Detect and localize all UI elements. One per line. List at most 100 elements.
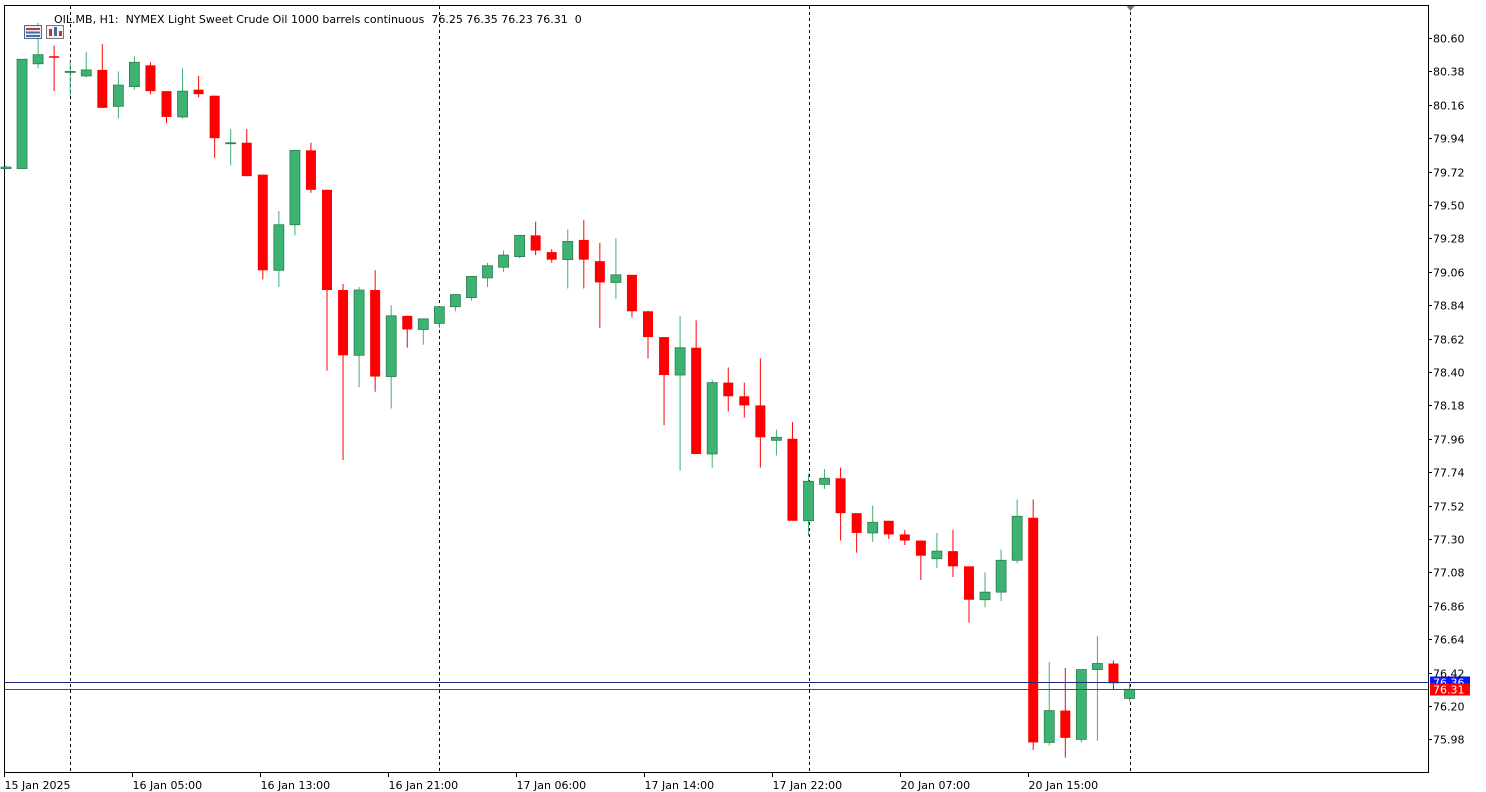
candle[interactable]: [97, 44, 108, 108]
candle[interactable]: [289, 149, 301, 236]
shift-marker-icon[interactable]: [1126, 6, 1135, 11]
candle-body: [32, 54, 44, 65]
candle[interactable]: [964, 566, 974, 623]
candle[interactable]: [915, 540, 926, 580]
candle[interactable]: [177, 68, 188, 119]
timeframe-label: H1:: [99, 12, 119, 26]
candle[interactable]: [803, 473, 814, 536]
candle[interactable]: [643, 311, 653, 359]
candle[interactable]: [578, 220, 589, 289]
price-tick-label: 80.16: [1433, 100, 1465, 113]
candle[interactable]: [947, 529, 958, 577]
candle[interactable]: [771, 429, 782, 456]
candle[interactable]: [64, 60, 76, 96]
candle[interactable]: [691, 320, 702, 454]
candle[interactable]: [466, 275, 477, 301]
candle[interactable]: [498, 250, 509, 272]
candle[interactable]: [787, 422, 798, 521]
candle[interactable]: [867, 505, 879, 543]
candle[interactable]: [482, 262, 493, 287]
candle[interactable]: [209, 95, 220, 158]
candle[interactable]: [402, 315, 413, 348]
candle[interactable]: [659, 337, 670, 426]
price-tick-label: 79.06: [1433, 267, 1465, 280]
candle[interactable]: [225, 129, 237, 166]
candle-body: [128, 61, 140, 87]
candle[interactable]: [338, 283, 349, 461]
table-icon[interactable]: [10, 12, 42, 39]
candle[interactable]: [385, 305, 397, 409]
chart-icon[interactable]: [32, 12, 64, 39]
time-tick-label: 16 Jan 05:00: [133, 779, 203, 792]
candle[interactable]: [80, 51, 92, 78]
candle[interactable]: [16, 58, 28, 169]
candle[interactable]: [594, 242, 605, 328]
candle[interactable]: [674, 315, 686, 471]
candle[interactable]: [370, 270, 381, 392]
candles[interactable]: [0, 22, 1135, 758]
candle[interactable]: [883, 520, 894, 539]
candle[interactable]: [241, 129, 252, 177]
candle[interactable]: [1011, 499, 1023, 564]
candle[interactable]: [49, 45, 60, 92]
candle[interactable]: [723, 367, 734, 412]
candle[interactable]: [1028, 499, 1039, 751]
candle-body: [16, 58, 28, 169]
candle[interactable]: [449, 294, 461, 312]
candle[interactable]: [353, 286, 365, 388]
candle[interactable]: [257, 174, 268, 280]
candle-body: [594, 261, 605, 283]
candle-body: [64, 71, 76, 73]
candle[interactable]: [851, 513, 862, 553]
candle[interactable]: [1075, 669, 1087, 743]
candle[interactable]: [1092, 636, 1103, 741]
candle[interactable]: [145, 62, 156, 95]
candle[interactable]: [273, 211, 285, 287]
candle[interactable]: [322, 189, 332, 371]
candle[interactable]: [1108, 660, 1119, 690]
candle-body: [97, 69, 108, 108]
candle[interactable]: [610, 238, 622, 300]
candle[interactable]: [979, 572, 991, 608]
candle-body: [578, 239, 589, 260]
candle[interactable]: [819, 469, 830, 489]
candle[interactable]: [305, 142, 316, 193]
candle-body: [659, 337, 670, 376]
candle-body: [225, 142, 237, 145]
price-tick-label: 79.50: [1433, 200, 1465, 213]
price-tick-label: 77.08: [1433, 567, 1465, 580]
price-tick-label: 78.40: [1433, 367, 1465, 380]
candle[interactable]: [739, 382, 750, 418]
price-axis[interactable]: 80.60 80.38 80.16 79.94 79.72 79.50 79.28 79.06…: [1428, 33, 1465, 747]
candle[interactable]: [0, 165, 12, 169]
candle[interactable]: [995, 549, 1007, 602]
candle[interactable]: [1043, 661, 1055, 746]
candle-body: [691, 347, 702, 454]
time-tick-label: 17 Jan 14:00: [645, 779, 715, 792]
time-tick-label: 16 Jan 13:00: [261, 779, 331, 792]
candle[interactable]: [433, 306, 445, 328]
candle-body: [787, 438, 798, 521]
candle[interactable]: [530, 221, 541, 256]
candle[interactable]: [546, 249, 557, 263]
candle[interactable]: [112, 71, 124, 119]
candle[interactable]: [417, 318, 429, 345]
candle[interactable]: [899, 529, 910, 546]
candle-body: [433, 306, 445, 324]
candle[interactable]: [755, 358, 766, 468]
candle[interactable]: [835, 467, 846, 541]
candle[interactable]: [931, 532, 943, 568]
candle[interactable]: [161, 91, 172, 124]
candle[interactable]: [514, 234, 525, 259]
candle-body: [915, 540, 926, 556]
price-tick-label: 77.30: [1433, 534, 1465, 547]
candle[interactable]: [626, 274, 637, 318]
candle-body: [947, 551, 958, 567]
candle[interactable]: [128, 56, 140, 90]
candle-body: [338, 290, 349, 356]
candle[interactable]: [706, 379, 718, 468]
time-axis[interactable]: 15 Jan 2025 16 Jan 05:00 16 Jan 13:00 16 Ja…: [4, 772, 1099, 792]
candle[interactable]: [193, 75, 204, 98]
candle[interactable]: [562, 229, 574, 289]
